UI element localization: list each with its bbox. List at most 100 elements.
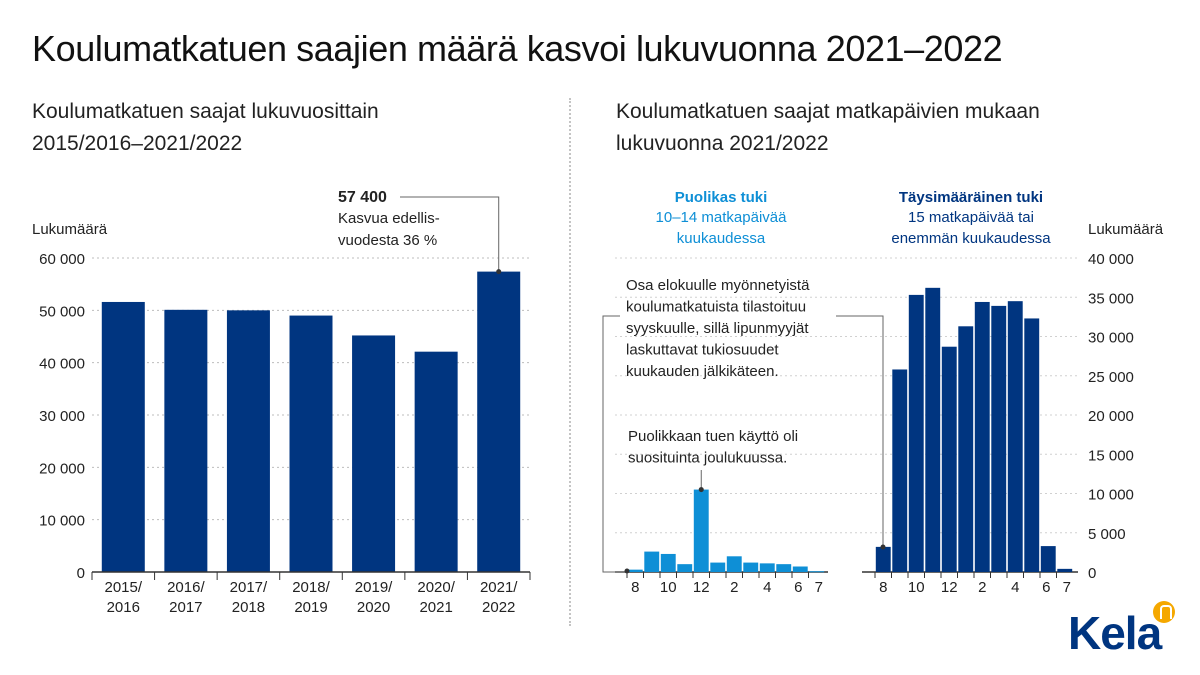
- group-title-full: Täysimääräinen tuki: [899, 189, 1043, 206]
- x-tick-label: 12: [693, 579, 710, 596]
- y-axis-label: Lukumäärä: [1088, 221, 1164, 238]
- right-chart-subtitle: Koulumatkatuen saajat matkapäivien mukaa…: [616, 96, 1040, 160]
- left-subtitle-line: Koulumatkatuen saajat lukuvuosittain: [32, 100, 379, 123]
- annotation-august-text: Osa elokuulle myönnetyistä: [626, 277, 810, 294]
- y-tick-label: 35 000: [1088, 290, 1134, 307]
- x-tick-label: 10: [660, 579, 677, 596]
- group-desc-full: 15 matkapäivää tai: [908, 209, 1034, 226]
- x-tick-label: 2019/: [355, 579, 393, 596]
- y-tick-label: 0: [1088, 565, 1096, 582]
- bar: [1024, 318, 1040, 572]
- group-desc-full: enemmän kuukaudessa: [891, 230, 1051, 247]
- x-tick-label: 2018/: [292, 579, 330, 596]
- bar: [892, 369, 908, 572]
- bar: [958, 326, 974, 572]
- bar: [776, 564, 792, 572]
- x-tick-label: 7: [815, 579, 823, 596]
- annotation-dot: [496, 269, 502, 275]
- y-tick-label: 0: [77, 565, 85, 582]
- annotation-december-text: Puolikkaan tuen käyttö oli: [628, 428, 798, 445]
- bar: [743, 562, 759, 572]
- annotation-text: vuodesta 36 %: [338, 232, 437, 249]
- bar: [1057, 568, 1073, 572]
- x-tick-label: 7: [1063, 579, 1071, 596]
- bar: [908, 294, 924, 572]
- x-tick-label: 10: [908, 579, 925, 596]
- bar: [414, 351, 458, 572]
- annotation-august-text: syyskuulle, sillä lipunmyyjät: [626, 320, 809, 337]
- x-tick-label: 4: [1011, 579, 1019, 596]
- bar: [759, 563, 775, 572]
- x-tick-label: 6: [794, 579, 802, 596]
- y-tick-label: 40 000: [39, 356, 85, 373]
- bar: [726, 556, 742, 572]
- annotation-leader-line: [602, 315, 627, 573]
- x-tick-label: 2021/: [480, 579, 518, 596]
- y-tick-label: 30 000: [39, 408, 85, 425]
- annotation-leader-line: [836, 315, 884, 547]
- bar: [1040, 546, 1056, 572]
- x-tick-label: 8: [631, 579, 639, 596]
- bar: [693, 489, 709, 572]
- bar: [352, 335, 396, 572]
- right-subtitle-line: lukuvuonna 2021/2022: [616, 132, 829, 155]
- y-tick-label: 10 000: [39, 513, 85, 530]
- x-tick-label: 2017: [169, 599, 202, 616]
- left-subtitle-line: 2015/2016–2021/2022: [32, 132, 243, 155]
- annotation-dot: [880, 544, 886, 550]
- left-bar-chart: 0 10 000 20 000 30 000 40 000 50 000 60 000 Luk…: [32, 189, 531, 616]
- x-tick-label: 8: [879, 579, 887, 596]
- annotation-value: 57 400: [338, 189, 387, 206]
- y-tick-label: 20 000: [39, 460, 85, 477]
- group-title-half: Puolikas tuki: [675, 189, 768, 206]
- bar: [792, 566, 808, 572]
- x-tick-label: 2021: [419, 599, 452, 616]
- bar: [925, 287, 941, 572]
- y-tick-label: 20 000: [1088, 408, 1134, 425]
- x-tick-label: 12: [941, 579, 958, 596]
- group-desc-half: 10–14 matkapäivää: [656, 209, 788, 226]
- y-tick-label: 60 000: [39, 251, 85, 268]
- x-tick-label: 2020/: [417, 579, 455, 596]
- section-divider: [569, 98, 571, 626]
- y-axis-label: Lukumäärä: [32, 221, 108, 238]
- annotation-text: Kasvua edellis-: [338, 210, 440, 227]
- bar: [677, 564, 693, 572]
- right-subtitle-line: Koulumatkatuen saajat matkapäivien mukaa…: [616, 100, 1040, 123]
- x-tick-label: 2019: [294, 599, 327, 616]
- bar: [627, 569, 643, 572]
- bar: [710, 562, 726, 572]
- bar: [226, 310, 270, 572]
- y-tick-label: 15 000: [1088, 447, 1134, 464]
- bar: [660, 553, 676, 572]
- right-bar-chart: 0 5 000 10 000 15 000 20 000 25 000 30 000 35 0…: [602, 189, 1164, 596]
- bar: [101, 301, 145, 572]
- x-tick-label: 2016: [107, 599, 140, 616]
- annotation-august-text: kuukauden jälkikäteen.: [626, 363, 779, 380]
- bar: [164, 309, 208, 572]
- x-tick-label: 2: [978, 579, 986, 596]
- bar: [1007, 301, 1023, 572]
- annotation-august-text: laskuttavat tukiosuudet: [626, 342, 779, 359]
- x-tick-label: 2018: [232, 599, 265, 616]
- bar: [991, 305, 1007, 572]
- y-tick-label: 10 000: [1088, 487, 1134, 504]
- annotation-dot: [624, 568, 630, 574]
- bar: [941, 346, 957, 572]
- bar: [875, 546, 891, 572]
- annotation-december-text: suosituinta joulukuussa.: [628, 450, 787, 467]
- page-title: Koulumatkatuen saajien määrä kasvoi luku…: [32, 28, 1003, 69]
- x-tick-label: 2017/: [230, 579, 268, 596]
- y-tick-label: 25 000: [1088, 369, 1134, 386]
- annotation-leader-line: [400, 196, 500, 272]
- x-tick-label: 2: [730, 579, 738, 596]
- x-tick-label: 2022: [482, 599, 515, 616]
- y-tick-label: 40 000: [1088, 251, 1134, 268]
- bar: [477, 271, 521, 572]
- x-tick-label: 2020: [357, 599, 390, 616]
- x-tick-label: 2016/: [167, 579, 205, 596]
- bar: [289, 315, 333, 572]
- y-tick-label: 30 000: [1088, 330, 1134, 347]
- annotation-dot: [698, 487, 704, 493]
